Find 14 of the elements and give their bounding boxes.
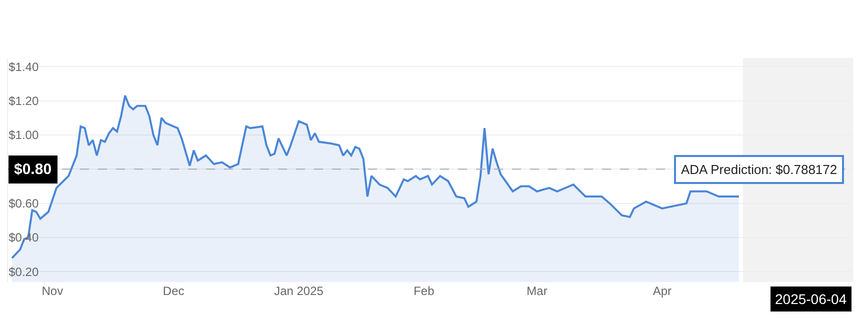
y-tick-label: $0.20 xyxy=(8,264,39,279)
annotation: ADA Prediction: $0.788172 xyxy=(681,162,838,177)
ref-line-label: $0.80 xyxy=(14,161,52,178)
y-tick-label: $1.20 xyxy=(8,94,39,108)
x-tick-label: Mar xyxy=(526,284,548,298)
text: 2025-06-04 xyxy=(775,291,847,307)
x-tick-label: Feb xyxy=(414,284,435,298)
x-tick-label: Jan 2025 xyxy=(274,284,324,298)
y-tick-label: $1.40 xyxy=(8,60,39,74)
x-tick-label: Dec xyxy=(162,284,184,298)
y-tick-label: $0.60 xyxy=(8,196,39,211)
y-tick-label: $1.00 xyxy=(8,128,39,142)
x-tick-label: Nov xyxy=(42,284,64,298)
x-tick-label: Apr xyxy=(652,284,672,298)
